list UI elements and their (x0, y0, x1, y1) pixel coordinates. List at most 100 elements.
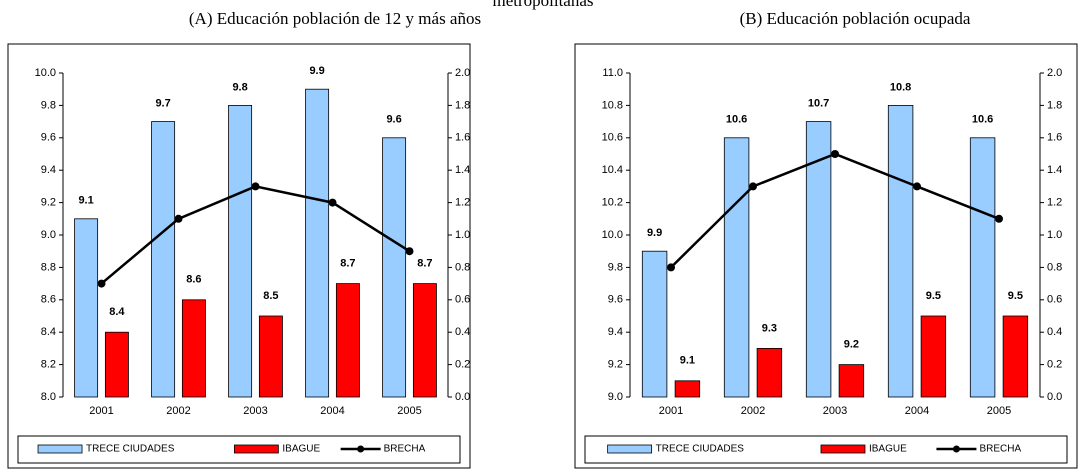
legend-swatch (607, 444, 653, 454)
y2-tick-label: 1.2 (1047, 197, 1062, 209)
y-tick-label: 10.0 (602, 229, 623, 241)
line-marker (405, 247, 414, 256)
legend-label: TRECE CIUDADES (86, 444, 175, 455)
legend-marker (357, 445, 365, 453)
x-tick-label: 2002 (741, 405, 765, 417)
bar (74, 218, 99, 398)
x-tick-label: 2001 (89, 405, 113, 417)
value-label: 9.1 (680, 355, 695, 367)
bar (756, 347, 783, 398)
bar (674, 380, 701, 398)
y2-tick-label: 1.8 (1047, 99, 1062, 111)
y2-tick-label: 1.4 (1047, 164, 1062, 176)
value-label: 8.5 (263, 290, 278, 302)
value-label: 9.7 (155, 98, 170, 110)
value-label: 10.7 (808, 98, 829, 110)
value-label: 8.7 (340, 258, 355, 270)
line-marker (667, 263, 675, 272)
x-tick-label: 2002 (166, 405, 190, 417)
value-label: 9.1 (78, 195, 93, 207)
line-marker (328, 198, 337, 207)
y2-tick-label: 1.8 (455, 99, 470, 111)
y2-tick-label: 0.2 (1047, 359, 1062, 371)
y2-tick-label: 0.4 (1047, 326, 1062, 338)
x-tick-label: 2001 (659, 405, 683, 417)
y2-tick-label: 0.2 (455, 359, 470, 371)
legend-label: BRECHA (979, 444, 1021, 455)
x-tick-label: 2005 (987, 405, 1011, 417)
line-marker (913, 182, 921, 191)
y-tick-label: 9.8 (41, 99, 56, 111)
line-marker (97, 279, 106, 288)
y-tick-label: 10.2 (602, 197, 623, 209)
bar (305, 88, 330, 398)
line-marker (251, 182, 260, 191)
y2-tick-label: 0.6 (1047, 294, 1062, 306)
bar (723, 137, 750, 398)
legend-label: BRECHA (384, 444, 426, 455)
value-label: 10.6 (972, 114, 993, 126)
value-label: 9.6 (386, 114, 401, 126)
value-label: 9.9 (309, 65, 324, 77)
chart-title: (B) Educación población ocupada (740, 9, 971, 28)
y-tick-label: 10.4 (602, 164, 623, 176)
bar (382, 137, 407, 398)
y2-tick-label: 0.0 (455, 391, 470, 403)
value-label: 9.5 (1008, 290, 1023, 302)
bar (641, 250, 668, 398)
y2-tick-label: 1.2 (455, 197, 470, 209)
value-label: 9.2 (844, 339, 859, 351)
bar (104, 331, 129, 398)
x-tick-label: 2003 (243, 405, 267, 417)
y-tick-label: 9.8 (608, 261, 623, 273)
bar (412, 283, 437, 398)
y2-tick-label: 2.0 (455, 67, 470, 79)
value-label: 8.6 (186, 274, 201, 286)
bar (335, 283, 360, 398)
legend-label: TRECE CIUDADES (656, 444, 745, 455)
bar (887, 105, 914, 398)
legend-swatch (233, 444, 279, 454)
y-tick-label: 9.4 (608, 326, 623, 338)
y-tick-label: 9.2 (608, 359, 623, 371)
bar (838, 364, 865, 398)
y-tick-label: 8.6 (41, 294, 56, 306)
line-marker (174, 214, 183, 223)
y-tick-label: 9.6 (608, 294, 623, 306)
legend-swatch (37, 444, 83, 454)
y2-tick-label: 0.4 (455, 326, 470, 338)
y-tick-label: 8.4 (41, 326, 56, 338)
x-tick-label: 2003 (823, 405, 847, 417)
y2-tick-label: 1.0 (1047, 229, 1062, 241)
bar (228, 105, 253, 398)
value-label: 10.8 (890, 81, 911, 93)
value-label: 9.8 (232, 81, 247, 93)
y-tick-label: 11.0 (602, 67, 623, 79)
y2-tick-label: 0.8 (1047, 261, 1062, 273)
value-label: 8.7 (417, 258, 432, 270)
y2-tick-label: 0.8 (455, 261, 470, 273)
line-marker (749, 182, 757, 191)
heading: metropolitanas (492, 0, 593, 10)
value-label: 9.5 (926, 290, 941, 302)
y-tick-label: 9.4 (41, 164, 56, 176)
legend-label: IBAGUE (869, 444, 907, 455)
y-tick-label: 10.0 (35, 67, 56, 79)
y-tick-label: 9.0 (41, 229, 56, 241)
x-tick-label: 2004 (320, 405, 344, 417)
y-tick-label: 10.6 (602, 132, 623, 144)
value-label: 9.3 (762, 322, 777, 334)
y-tick-label: 9.2 (41, 197, 56, 209)
y2-tick-label: 1.6 (1047, 132, 1062, 144)
bar (1002, 315, 1029, 398)
line-marker (831, 150, 839, 158)
y2-tick-label: 0.6 (455, 294, 470, 306)
bar (181, 299, 206, 398)
bar (151, 121, 176, 398)
line-marker (995, 214, 1003, 223)
y-tick-label: 8.0 (41, 391, 56, 403)
chart-title: (A) Educación población de 12 y más años (189, 9, 481, 28)
y-tick-label: 9.0 (608, 391, 623, 403)
y-tick-label: 8.2 (41, 359, 56, 371)
